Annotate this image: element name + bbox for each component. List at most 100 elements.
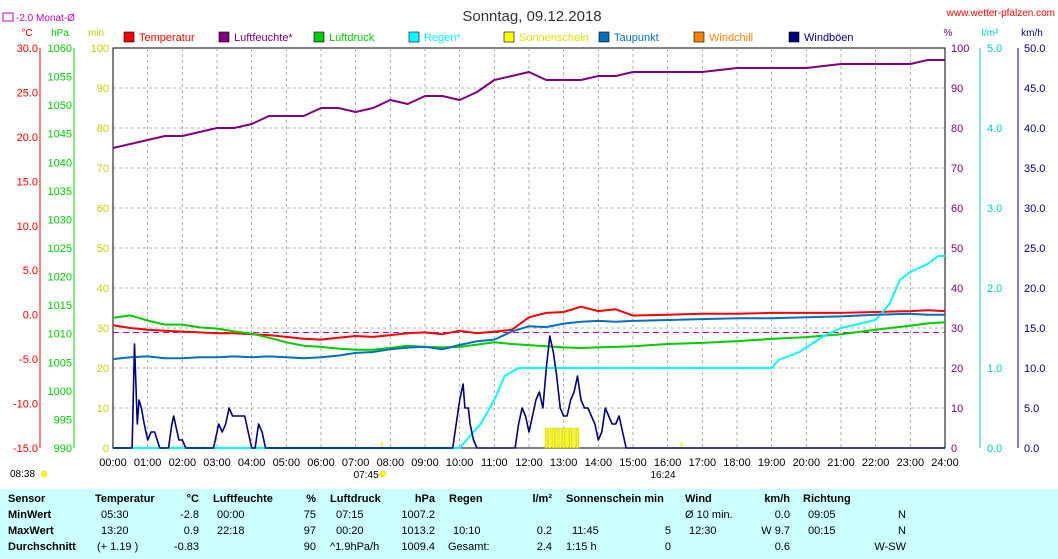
axis-tick-label: 15.0: [17, 176, 38, 188]
stats-header: Richtung: [803, 493, 851, 505]
stats-time: (+ 1.19 ): [97, 541, 139, 553]
stats-unit: l/m²: [532, 493, 552, 505]
x-tick-label: 01:00: [134, 457, 162, 469]
source-label: www.wetter-pfalzen.com: [946, 8, 1055, 19]
x-tick-label: 09:00: [411, 457, 439, 469]
stats-time: 12:30: [689, 525, 717, 537]
axis-tick-label: 20.0: [17, 132, 38, 144]
series-line-taupunkt: [112, 312, 945, 361]
chart-title: Sonntag, 09.12.2018: [462, 8, 601, 25]
stats-time: 00:00: [217, 509, 245, 521]
legend-label: Windchill: [709, 32, 753, 44]
month-avg-label: -2.0 Monat-Ø: [16, 13, 75, 24]
axis-tick-label: 45.0: [1024, 83, 1045, 95]
stats-time: 05:30: [101, 509, 129, 521]
axis-tick-label: 100: [91, 43, 109, 55]
legend-label: Luftfeuchte*: [234, 32, 293, 44]
stats-value: 2.4: [536, 541, 552, 553]
stats-time: 22:18: [217, 525, 245, 537]
stats-time: 00:20: [336, 525, 364, 537]
stats-value: 1007.2: [401, 509, 435, 521]
axis-tick-label: 1010: [48, 329, 72, 341]
x-tick-label: 22:00: [862, 457, 890, 469]
x-tick-label: 23:00: [897, 457, 925, 469]
axis-tick-label: 90: [97, 83, 109, 95]
axis-tick-label: 1.0: [987, 363, 1002, 375]
sun-icon: [40, 470, 48, 478]
legend-swatch: [218, 31, 230, 43]
stats-value: -0.83: [173, 541, 199, 553]
x-tick-label: 05:00: [273, 457, 301, 469]
x-tick-label: 04:00: [238, 457, 266, 469]
sunset-label: 16:24: [651, 470, 676, 481]
series-line-windb-en: [113, 335, 945, 449]
stats-value: N: [898, 525, 906, 537]
stats-value: 0.2: [536, 525, 552, 537]
stats-time: 10:10: [453, 525, 481, 537]
stats-time: 09:05: [808, 509, 836, 521]
x-tick-label: 08:00: [377, 457, 405, 469]
axis-tick-label: 990: [54, 443, 72, 455]
axis-tick-label: 0.0: [987, 443, 1002, 455]
unit-wind: km/h: [1021, 28, 1043, 39]
axis-tick-label: 20.0: [1024, 283, 1045, 295]
legend-swatch: [313, 31, 325, 43]
x-tick-label: 24:00: [931, 457, 959, 469]
legend-label: Sonnenschein: [519, 32, 589, 44]
unit-rain: l/m²: [982, 28, 999, 39]
stats-value: N: [898, 509, 906, 521]
chart-right-axes: 10090807060504030201005.04.03.02.01.00.0…: [951, 43, 1045, 455]
axis-tick-label: 5.0: [987, 43, 1002, 55]
stats-value: 1009.4: [401, 541, 435, 553]
stats-col-sensor: Sensor MinWert MaxWert Durchschnitt: [0, 489, 85, 559]
stats-header: Regen: [449, 493, 483, 505]
axis-tick-label: 1060: [48, 43, 72, 55]
axis-tick-label: 50.0: [1024, 43, 1045, 55]
x-tick-label: 00:00: [99, 457, 127, 469]
stats-unit: hPa: [414, 493, 435, 505]
stats-value: 90: [303, 541, 316, 553]
stats-unit: km/h: [764, 493, 790, 505]
stats-time: 1:15 h: [566, 541, 597, 553]
stats-value: 97: [303, 525, 316, 537]
stats-col-rain: Regen l/m² 10:10 0.2 Gesamt: 2.4: [443, 489, 558, 559]
axis-tick-label: 5.0: [1024, 403, 1039, 415]
stats-time: Ø 10 min.: [685, 509, 733, 521]
stats-header: Sensor: [8, 493, 46, 505]
legend-label: Regen*: [424, 32, 461, 44]
x-tick-label: 12:00: [515, 457, 543, 469]
stats-value: W 9.7: [761, 525, 790, 537]
chart-grid: [113, 48, 945, 448]
timestamp-label: 08:38: [10, 469, 35, 480]
axis-tick-label: 20: [951, 363, 963, 375]
stats-row-label: MaxWert: [8, 525, 54, 537]
month-avg-marker-icon: [2, 12, 14, 22]
axis-tick-label: 1025: [48, 243, 72, 255]
sunshine-bar: [562, 427, 566, 449]
axis-tick-label: 1005: [48, 357, 72, 369]
x-tick-label: 07:00: [342, 457, 370, 469]
axis-tick-label: 70: [97, 163, 109, 175]
series-line-luftdruck: [112, 314, 946, 351]
axis-tick-label: 1015: [48, 300, 72, 312]
unit-pressure: hPa: [51, 28, 69, 39]
axis-tick-label: 2.0: [987, 283, 1002, 295]
stats-value: 1013.2: [401, 525, 435, 537]
axis-tick-label: 25.0: [1024, 243, 1045, 255]
axis-tick-label: 1020: [48, 272, 72, 284]
x-tick-label: 11:00: [481, 457, 508, 469]
stats-value: -2.8: [180, 509, 199, 521]
legend-swatch: [788, 31, 800, 43]
weather-chart: 30.0 25.0 20.0 15.0 10.0 5.0 0.0 -5.0 -10.0 -15.0…: [2, 8, 1055, 481]
series-line-temperatur: [112, 305, 946, 341]
stats-header: Luftfeuchte: [213, 493, 273, 505]
axis-tick-label: 80: [97, 123, 109, 135]
sunshine-bar: [555, 427, 559, 449]
stats-col-spacer: [917, 489, 1058, 559]
stats-table: Sensor MinWert MaxWert Durchschnitt Temp…: [0, 489, 1058, 559]
axis-tick-label: 20: [97, 363, 109, 375]
legend-label: Taupunkt: [614, 32, 659, 44]
axis-tick-label: 30.0: [1024, 203, 1045, 215]
stats-header: Sonnenschein min: [566, 493, 664, 505]
chart-left-axes: 30.0 25.0 20.0 15.0 10.0 5.0 0.0 -5.0 -10.0 -15.0…: [13, 43, 109, 455]
